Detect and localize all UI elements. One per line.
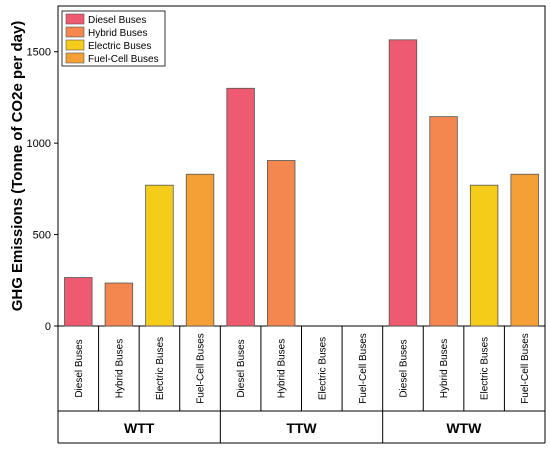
category-table: WTT Diesel Buses Hybrid Buses Electric Buse… — [57, 326, 546, 444]
legend-swatch — [65, 13, 85, 25]
bar — [64, 277, 93, 327]
legend-label: Diesel Buses — [88, 15, 146, 26]
bar — [429, 116, 458, 327]
y-tick-label: 500 — [33, 230, 51, 242]
group-label: TTW — [286, 420, 317, 436]
y-tick-label: 1000 — [27, 138, 51, 150]
bar — [510, 173, 539, 327]
bar — [104, 282, 134, 327]
bar — [469, 184, 499, 327]
category-label: Fuel-Cell Buses — [358, 333, 369, 404]
legend-label: Fuel-Cell Buses — [88, 54, 159, 65]
category-label: Hybrid Buses — [439, 339, 450, 398]
category-label: Fuel-Cell Buses — [520, 333, 531, 404]
legend-swatch — [65, 39, 85, 51]
legend-label: Electric Buses — [88, 41, 151, 52]
legend-swatch — [65, 26, 85, 38]
legend-swatch — [65, 52, 85, 64]
category-label: Electric Buses — [155, 337, 166, 400]
bar — [267, 160, 296, 327]
group-label: WTT — [124, 420, 155, 436]
legend: Diesel Buses Hybrid Buses Electric Buses Fu… — [61, 10, 166, 67]
bar — [388, 39, 418, 327]
y-axis: 0 500 1000 1500 — [27, 47, 58, 333]
category-label: Diesel Buses — [74, 339, 85, 397]
bar — [145, 184, 174, 327]
legend-label: Hybrid Buses — [88, 28, 147, 39]
category-label: Electric Buses — [480, 337, 491, 400]
bars — [64, 39, 539, 327]
bar — [226, 87, 255, 327]
group-label: WTW — [446, 420, 482, 436]
category-label: Diesel Buses — [398, 339, 409, 397]
y-axis-title: GHG Emissions (Tonne of CO2e per day) — [9, 21, 26, 312]
category-label: Electric Buses — [317, 337, 328, 400]
bar — [185, 173, 215, 327]
y-tick-label: 0 — [45, 321, 51, 333]
category-label: Diesel Buses — [236, 339, 247, 397]
y-tick-label: 1500 — [27, 47, 51, 59]
category-label: Hybrid Buses — [277, 339, 288, 398]
category-label: Hybrid Buses — [114, 339, 125, 398]
category-label: Fuel-Cell Buses — [196, 333, 207, 404]
